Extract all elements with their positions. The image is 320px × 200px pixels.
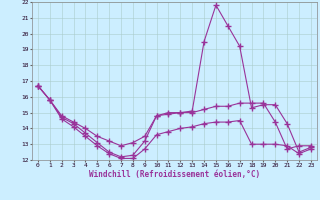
X-axis label: Windchill (Refroidissement éolien,°C): Windchill (Refroidissement éolien,°C) — [89, 170, 260, 179]
